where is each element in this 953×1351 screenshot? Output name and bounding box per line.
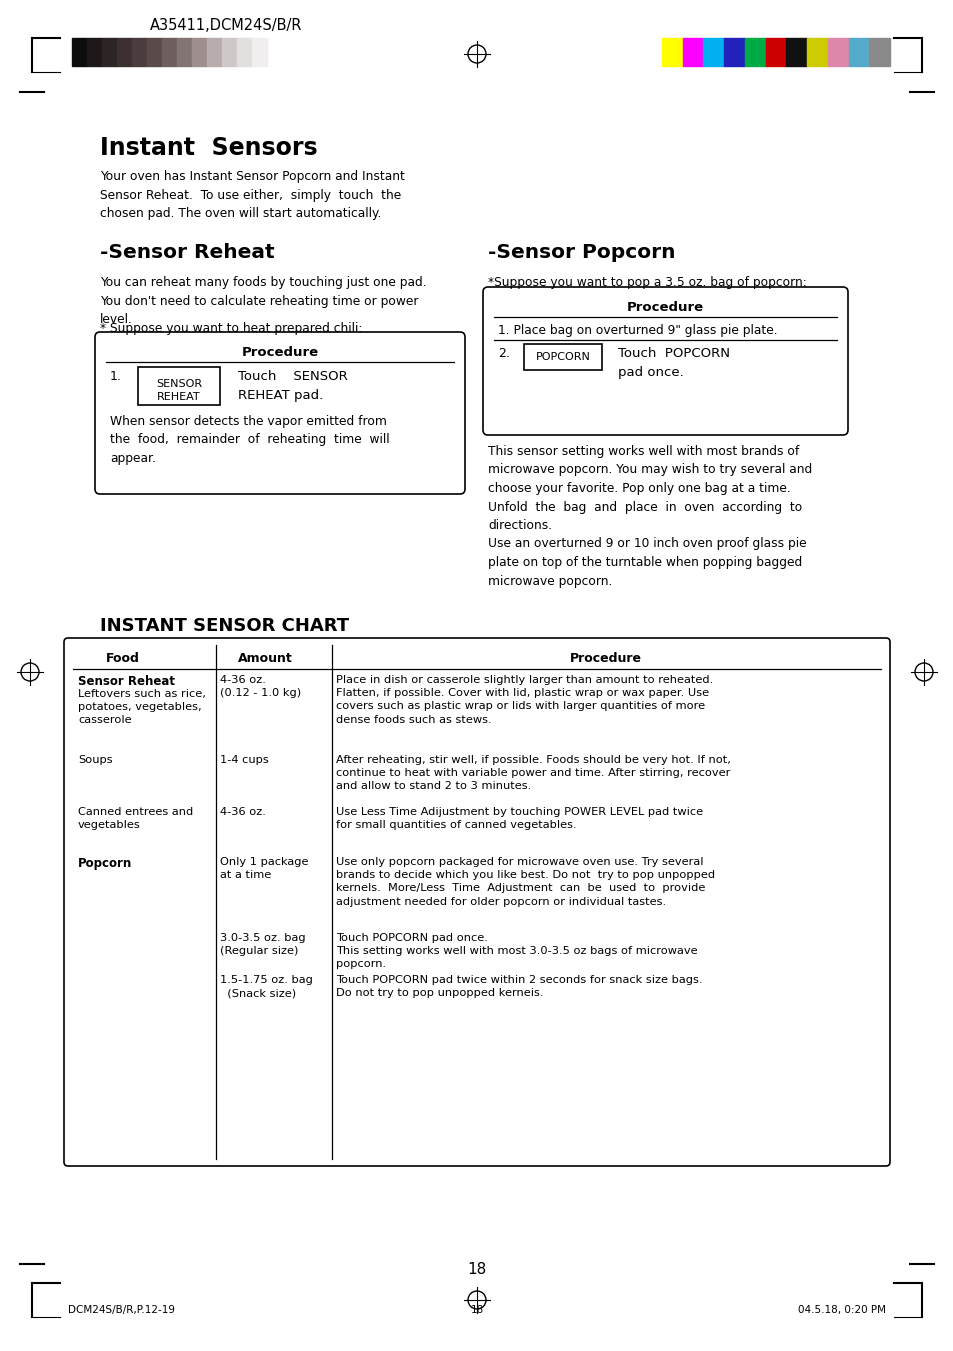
Text: SENSOR: SENSOR: [155, 380, 202, 389]
Text: 4-36 oz.: 4-36 oz.: [220, 807, 266, 817]
Text: Touch    SENSOR
REHEAT pad.: Touch SENSOR REHEAT pad.: [237, 370, 348, 403]
Text: Only 1 package
at a time: Only 1 package at a time: [220, 857, 308, 881]
Bar: [523, 345, 601, 370]
Text: Soups: Soups: [78, 755, 112, 765]
Bar: [785, 38, 806, 66]
Text: 2.: 2.: [497, 347, 509, 359]
Text: 18: 18: [467, 1262, 486, 1277]
Bar: [162, 38, 177, 66]
Bar: [87, 38, 102, 66]
Bar: [723, 38, 744, 66]
Bar: [806, 38, 827, 66]
Text: *Suppose you want to pop a 3.5 oz. bag of popcorn:: *Suppose you want to pop a 3.5 oz. bag o…: [488, 276, 806, 289]
Text: This sensor setting works well with most brands of
microwave popcorn. You may wi: This sensor setting works well with most…: [488, 444, 811, 588]
Text: INSTANT SENSOR CHART: INSTANT SENSOR CHART: [100, 617, 349, 635]
Text: 1.5-1.75 oz. bag
  (Snack size): 1.5-1.75 oz. bag (Snack size): [220, 975, 313, 998]
Text: -Sensor Reheat: -Sensor Reheat: [100, 243, 274, 262]
Bar: [847, 38, 868, 66]
Text: -Sensor Popcorn: -Sensor Popcorn: [488, 243, 675, 262]
Text: When sensor detects the vapor emitted from
the  food,  remainder  of  reheating : When sensor detects the vapor emitted fr…: [110, 415, 389, 465]
Text: Amount: Amount: [237, 653, 292, 665]
Bar: [102, 38, 117, 66]
Text: Touch POPCORN pad once.
This setting works well with most 3.0-3.5 oz bags of mic: Touch POPCORN pad once. This setting wor…: [335, 934, 697, 970]
Text: 1. Place bag on overturned 9" glass pie plate.: 1. Place bag on overturned 9" glass pie …: [497, 324, 777, 336]
Bar: [177, 38, 192, 66]
Text: Touch POPCORN pad twice within 2 seconds for snack size bags.
Do not try to pop : Touch POPCORN pad twice within 2 seconds…: [335, 975, 701, 998]
Text: A35411,DCM24S/B/R: A35411,DCM24S/B/R: [150, 18, 302, 32]
Bar: [147, 38, 162, 66]
Bar: [222, 38, 236, 66]
Bar: [71, 38, 87, 66]
Bar: [702, 38, 723, 66]
Text: 3.0-3.5 oz. bag
(Regular size): 3.0-3.5 oz. bag (Regular size): [220, 934, 305, 957]
Text: Your oven has Instant Sensor Popcorn and Instant
Sensor Reheat.  To use either, : Your oven has Instant Sensor Popcorn and…: [100, 170, 404, 220]
Text: 1-4 cups: 1-4 cups: [220, 755, 269, 765]
Text: Procedure: Procedure: [241, 346, 318, 359]
Bar: [236, 38, 252, 66]
Text: Leftovers such as rice,
potatoes, vegetables,
casserole: Leftovers such as rice, potatoes, vegeta…: [78, 689, 206, 725]
Bar: [682, 38, 702, 66]
Bar: [765, 38, 785, 66]
Text: Food: Food: [106, 653, 140, 665]
Text: * Suppose you want to heat prepared chili:: * Suppose you want to heat prepared chil…: [100, 322, 362, 335]
Text: Place in dish or casserole slightly larger than amount to reheated.
Flatten, if : Place in dish or casserole slightly larg…: [335, 676, 713, 724]
Bar: [207, 38, 222, 66]
Text: 04.5.18, 0:20 PM: 04.5.18, 0:20 PM: [797, 1305, 885, 1315]
Text: POPCORN: POPCORN: [535, 353, 590, 362]
Text: Use Less Time Adijustment by touching POWER LEVEL pad twice
for small quantities: Use Less Time Adijustment by touching PO…: [335, 807, 702, 831]
Text: You can reheat many foods by touching just one pad.
You don't need to calculate : You can reheat many foods by touching ju…: [100, 276, 426, 326]
Bar: [132, 38, 147, 66]
Text: DCM24S/B/R,P.12-19: DCM24S/B/R,P.12-19: [68, 1305, 174, 1315]
Text: Touch  POPCORN
pad once.: Touch POPCORN pad once.: [618, 347, 729, 380]
Text: Instant  Sensors: Instant Sensors: [100, 136, 317, 159]
Text: Sensor Reheat: Sensor Reheat: [78, 676, 174, 688]
Text: After reheating, stir well, if possible. Foods should be very hot. If not,
conti: After reheating, stir well, if possible.…: [335, 755, 730, 792]
Bar: [744, 38, 765, 66]
Text: 1.: 1.: [110, 370, 122, 382]
Bar: [868, 38, 889, 66]
Bar: [138, 367, 220, 405]
Text: Popcorn: Popcorn: [78, 857, 132, 870]
Text: 4-36 oz.
(0.12 - 1.0 kg): 4-36 oz. (0.12 - 1.0 kg): [220, 676, 301, 698]
Text: Procedure: Procedure: [569, 653, 641, 665]
Bar: [192, 38, 207, 66]
Text: Procedure: Procedure: [626, 301, 703, 313]
FancyBboxPatch shape: [95, 332, 464, 494]
Bar: [117, 38, 132, 66]
Text: Canned entrees and
vegetables: Canned entrees and vegetables: [78, 807, 193, 831]
Text: Use only popcorn packaged for microwave oven use. Try several
brands to decide w: Use only popcorn packaged for microwave …: [335, 857, 715, 907]
Bar: [661, 38, 682, 66]
Bar: [827, 38, 847, 66]
FancyBboxPatch shape: [482, 286, 847, 435]
Text: REHEAT: REHEAT: [157, 392, 200, 403]
Bar: [252, 38, 267, 66]
FancyBboxPatch shape: [64, 638, 889, 1166]
Text: 18: 18: [470, 1305, 483, 1315]
